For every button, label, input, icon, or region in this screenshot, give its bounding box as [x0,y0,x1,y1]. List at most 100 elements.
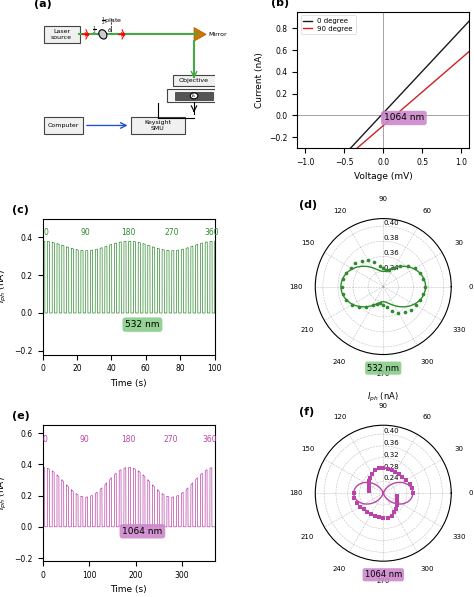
Point [348,300,356,309]
Point [407,305,415,315]
Point [412,301,420,310]
Text: (b): (b) [272,0,290,8]
Text: (e): (e) [12,411,29,421]
Point [396,261,404,271]
Point [343,268,350,278]
Point [406,479,413,488]
0 degree [439,47,445,54]
Y-axis label: $I_{ph}$ (nA): $I_{ph}$ (nA) [0,476,9,510]
Point [367,509,375,519]
Point [380,513,387,523]
Point [392,504,400,513]
Point [416,296,424,305]
Text: 532 nm: 532 nm [367,364,399,373]
Point [355,302,363,312]
Point [393,494,401,503]
Text: $\frac{1}{2}$: $\frac{1}{2}$ [92,24,97,36]
Point [380,264,387,273]
Text: 180: 180 [121,228,136,237]
Point [421,282,428,291]
Point [393,500,401,510]
X-axis label: $I_{ph}$ (nA): $I_{ph}$ (nA) [367,391,399,404]
Point [373,299,381,309]
Point [350,494,358,503]
FancyBboxPatch shape [173,75,216,86]
Point [401,307,409,317]
Text: 0: 0 [43,435,47,444]
90 degree [439,71,445,78]
Point [409,488,417,498]
Point [375,464,383,473]
Point [380,300,387,309]
X-axis label: Voltage (mV): Voltage (mV) [354,172,413,181]
Point [358,256,365,266]
Polygon shape [194,27,206,41]
Point [393,491,401,500]
Point [356,501,364,511]
Point [411,264,419,273]
Text: 1064 nm: 1064 nm [122,527,163,536]
Text: 180: 180 [121,435,136,444]
Text: $\frac{1}{2}$plate: $\frac{1}{2}$plate [101,16,122,27]
Text: Objective: Objective [179,78,209,83]
Text: (d): (d) [299,201,317,210]
Point [365,484,373,493]
0 degree [295,201,301,208]
Point [352,259,359,268]
Y-axis label: $I_{ph}$ (nA): $I_{ph}$ (nA) [0,270,9,303]
Point [386,264,393,274]
Point [376,298,384,307]
Point [338,282,346,291]
Point [419,289,427,298]
90 degree [396,109,402,116]
Text: 532 nm: 532 nm [125,320,160,329]
Point [390,263,398,273]
Text: Keysight
SMU: Keysight SMU [145,120,172,131]
FancyBboxPatch shape [44,26,80,42]
Point [339,275,347,284]
Point [347,263,355,272]
0 degree [396,93,402,100]
FancyBboxPatch shape [167,89,221,102]
Text: $\theta$: $\theta$ [107,26,113,33]
Text: Laser
source: Laser source [51,29,72,40]
Line: 90 degree: 90 degree [297,51,469,200]
Point [364,507,371,517]
90 degree [466,48,472,55]
Point [343,296,350,305]
Text: Mirror: Mirror [209,32,227,37]
90 degree [450,61,456,69]
0 degree [294,202,300,209]
Point [404,261,411,271]
Point [384,513,392,523]
Point [395,470,403,479]
FancyBboxPatch shape [44,117,83,134]
Point [416,268,424,278]
Text: (c): (c) [12,205,28,214]
Text: $I_s$: $I_s$ [191,91,197,100]
Point [371,258,378,267]
FancyBboxPatch shape [131,117,184,134]
Point [365,486,373,496]
Text: 1064 nm: 1064 nm [384,113,424,122]
Point [376,261,383,270]
Point [371,511,379,521]
Point [391,507,398,517]
Point [402,475,410,485]
Text: 360: 360 [204,228,219,237]
Point [369,300,376,310]
Point [409,484,416,493]
Point [350,488,357,498]
Circle shape [190,93,198,99]
Text: 0: 0 [44,228,48,237]
Point [365,476,373,486]
90 degree [400,106,405,113]
Bar [175,92,213,100]
Point [393,497,401,506]
Point [392,467,399,477]
Y-axis label: Current (nA): Current (nA) [255,52,264,108]
Text: (a): (a) [34,0,52,9]
Point [388,512,395,521]
Point [371,466,379,475]
90 degree [397,108,402,115]
